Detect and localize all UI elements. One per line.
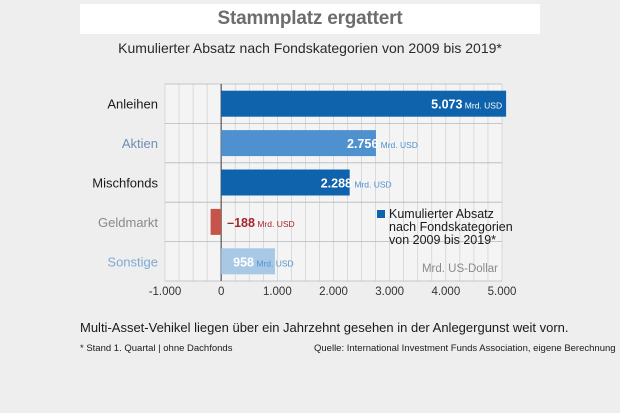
data-label: 958 Mrd. USD: [233, 255, 294, 269]
data-label: 2.756 Mrd. USD: [347, 137, 418, 151]
category-label: Aktien: [122, 136, 158, 151]
x-tick-label: 4.000: [431, 286, 460, 298]
legend-label: nach Fondskategorien: [389, 220, 513, 234]
category-label: Geldmarkt: [98, 215, 158, 230]
data-label-value: 2.756: [347, 137, 378, 151]
bar: [221, 248, 275, 275]
data-label: 2.288 Mrd. USD: [321, 177, 392, 191]
footnote: * Stand 1. Quartal | ohne Dachfonds: [80, 343, 233, 354]
data-label-unit: Mrd. USD: [352, 180, 392, 190]
legend-swatch: [377, 210, 385, 218]
axis-unit-label: Mrd. US-Dollar: [422, 263, 498, 275]
data-label-value: 958: [233, 255, 254, 269]
legend-label: von 2009 bis 2019*: [389, 233, 496, 247]
data-label-unit: Mrd. USD: [378, 140, 418, 150]
x-tick-label: 2.000: [319, 286, 348, 298]
x-tick-label: 5.000: [488, 286, 517, 298]
chart-headline: Stammplatz ergattert: [80, 4, 540, 34]
bar: [221, 130, 376, 157]
data-label-unit: Mrd. USD: [254, 258, 294, 268]
legend-label: Kumulierter Absatz: [389, 207, 494, 221]
category-label: Mischfonds: [92, 176, 158, 191]
x-tick-label: 0: [218, 286, 224, 298]
chart-caption: Multi-Asset-Vehikel liegen über ein Jahr…: [80, 320, 569, 335]
chart-subtitle: Kumulierter Absatz nach Fondskategorien …: [118, 40, 502, 56]
bar: [221, 169, 350, 196]
chart-headline-text: Stammplatz ergattert: [217, 8, 403, 29]
data-label: 5.073 Mrd. USD: [431, 98, 502, 112]
data-label-value: –188: [227, 216, 255, 230]
data-label-unit: Mrd. USD: [462, 101, 502, 111]
source-note: Quelle: International Investment Funds A…: [314, 343, 616, 354]
data-label-value: 2.288: [321, 177, 352, 191]
data-label-value: 5.073: [431, 98, 462, 112]
x-tick-label: 3.000: [375, 286, 404, 298]
x-tick-label: -1.000: [149, 286, 182, 298]
data-label: –188 Mrd. USD: [227, 216, 294, 230]
bar: [210, 208, 222, 235]
category-label: Sonstige: [107, 254, 158, 269]
category-label: Anleihen: [107, 97, 158, 112]
data-label-unit: Mrd. USD: [255, 219, 295, 229]
x-tick-label: 1.000: [263, 286, 292, 298]
bar: [221, 90, 507, 117]
